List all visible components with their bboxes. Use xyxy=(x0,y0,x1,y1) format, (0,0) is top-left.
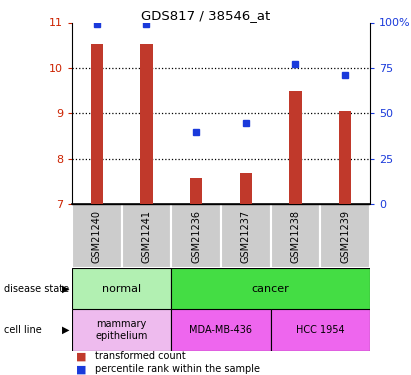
Bar xyxy=(171,204,221,268)
Bar xyxy=(240,172,252,204)
Bar xyxy=(270,204,320,268)
Text: ■: ■ xyxy=(76,364,87,374)
Bar xyxy=(72,309,171,351)
Text: GSM21239: GSM21239 xyxy=(340,210,350,263)
Bar xyxy=(72,268,171,309)
Text: ■: ■ xyxy=(76,351,87,361)
Text: ▶: ▶ xyxy=(62,325,70,335)
Text: GSM21237: GSM21237 xyxy=(241,210,251,263)
Text: cell line: cell line xyxy=(4,325,42,335)
Text: GSM21241: GSM21241 xyxy=(141,210,151,263)
Text: GSM21240: GSM21240 xyxy=(92,210,102,263)
Bar xyxy=(171,268,370,309)
Text: percentile rank within the sample: percentile rank within the sample xyxy=(95,364,259,374)
Text: mammary
epithelium: mammary epithelium xyxy=(95,319,148,341)
Text: GDS817 / 38546_at: GDS817 / 38546_at xyxy=(141,9,270,22)
Text: transformed count: transformed count xyxy=(95,351,185,361)
Text: GSM21236: GSM21236 xyxy=(191,210,201,263)
Bar xyxy=(190,178,202,204)
Bar xyxy=(90,44,103,204)
Bar xyxy=(72,204,122,268)
Bar xyxy=(270,309,370,351)
Bar xyxy=(221,204,270,268)
Bar xyxy=(140,44,152,204)
Bar xyxy=(339,111,351,204)
Text: cancer: cancer xyxy=(252,284,289,294)
Text: MDA-MB-436: MDA-MB-436 xyxy=(189,325,252,335)
Bar xyxy=(171,309,270,351)
Bar xyxy=(122,204,171,268)
Text: disease state: disease state xyxy=(4,284,69,294)
Bar xyxy=(320,204,370,268)
Text: GSM21238: GSM21238 xyxy=(291,210,300,263)
Text: HCC 1954: HCC 1954 xyxy=(296,325,344,335)
Text: ▶: ▶ xyxy=(62,284,70,294)
Bar xyxy=(289,91,302,204)
Text: normal: normal xyxy=(102,284,141,294)
